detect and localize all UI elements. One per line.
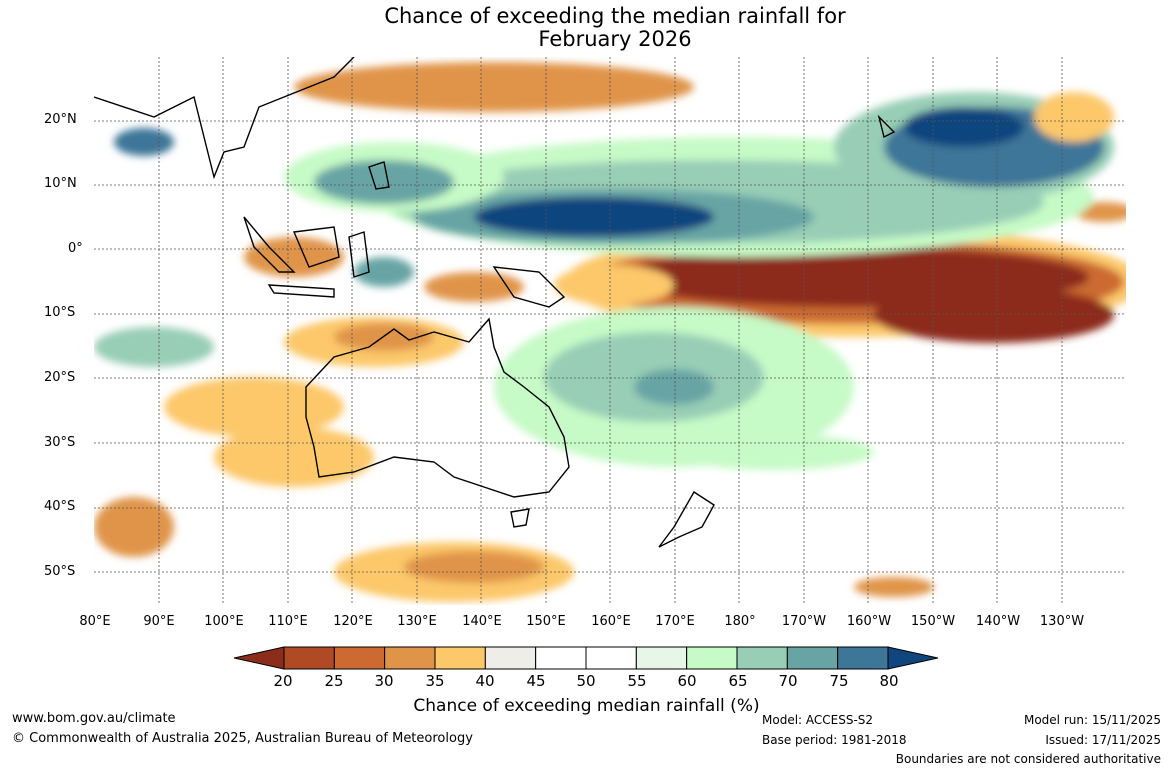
colorbar-tick: 50: [576, 672, 596, 690]
colorbar-cell: [837, 646, 889, 670]
map-title-line2: February 2026: [538, 27, 692, 51]
lat-label: 20°S: [44, 370, 76, 385]
colorbar-cell: [333, 646, 386, 670]
colorbar-tick: 30: [374, 672, 394, 690]
colorbar-tick: 20: [273, 672, 293, 690]
colorbar: [234, 646, 938, 670]
colorbar-tick: 55: [627, 672, 647, 690]
probability-field: [94, 62, 1126, 602]
website-link[interactable]: www.bom.gov.au/climate: [12, 711, 176, 726]
lon-label: 130°E: [397, 614, 437, 629]
lat-label: 50°S: [44, 564, 76, 579]
colorbar-tick: 45: [526, 672, 546, 690]
colorbar-cell: [585, 646, 637, 670]
colorbar-cell: [384, 646, 436, 670]
lon-label: 140°E: [462, 614, 502, 629]
colorbar-tick: 65: [728, 672, 748, 690]
colorbar-max-arrow: [887, 646, 938, 670]
model-run-text: Model run: 15/11/2025: [1023, 713, 1161, 727]
colorbar-cell: [283, 646, 335, 670]
map-field: [94, 57, 1126, 605]
graticule: [94, 57, 1126, 605]
colorbar-cell: [786, 646, 839, 670]
lon-label: 150°W: [910, 614, 956, 629]
lat-label: 20°N: [44, 112, 77, 127]
colorbar-tick: 25: [324, 672, 344, 690]
lon-label: 120°E: [333, 614, 373, 629]
colorbar-tick: 70: [778, 672, 798, 690]
colorbar-cells: [283, 646, 889, 670]
lon-label: 160°E: [591, 614, 631, 629]
colorbar-min-arrow: [234, 646, 285, 670]
issued-text: Issued: 17/11/2025: [1045, 733, 1161, 747]
lon-label: 110°E: [268, 614, 308, 629]
colorbar-cell: [484, 646, 537, 670]
colorbar-cell: [736, 646, 788, 670]
lon-label: 160°W: [846, 614, 892, 629]
lat-label: 40°S: [44, 499, 76, 514]
model-text: Model: ACCESS-S2: [762, 713, 874, 727]
colorbar-cell: [434, 646, 486, 670]
lon-label: 130°W: [1039, 614, 1085, 629]
coastlines: [94, 57, 896, 548]
disclaimer-text: Boundaries are not considered authoritat…: [895, 752, 1161, 766]
lat-label: 30°S: [44, 435, 76, 450]
lon-label: 150°E: [526, 614, 566, 629]
colorbar-cell: [535, 646, 587, 670]
colorbar-cell: [635, 646, 688, 670]
map-title-line1: Chance of exceeding the median rainfall …: [384, 4, 846, 28]
lon-label: 140°W: [975, 614, 1021, 629]
colorbar-tick: 75: [829, 672, 849, 690]
colorbar-tick: 35: [425, 672, 445, 690]
copyright-text: © Commonwealth of Australia 2025, Austra…: [12, 731, 473, 746]
rainfall-probability-map: [94, 57, 1126, 605]
lat-label: 10°S: [44, 305, 76, 320]
colorbar-cell: [686, 646, 738, 670]
lon-label: 180°: [724, 614, 756, 629]
lon-label: 170°W: [781, 614, 827, 629]
lon-label: 170°E: [655, 614, 695, 629]
lon-label: 80°E: [79, 614, 111, 629]
colorbar-tick: 40: [475, 672, 495, 690]
lat-label: 10°N: [44, 176, 77, 191]
lon-label: 100°E: [204, 614, 244, 629]
lat-label: 0°: [68, 241, 83, 256]
colorbar-tick: 60: [677, 672, 697, 690]
colorbar-tick: 80: [879, 672, 899, 690]
lon-label: 90°E: [143, 614, 175, 629]
colorbar-label: Chance of exceeding median rainfall (%): [413, 696, 760, 716]
base-period-text: Base period: 1981-2018: [762, 733, 907, 747]
